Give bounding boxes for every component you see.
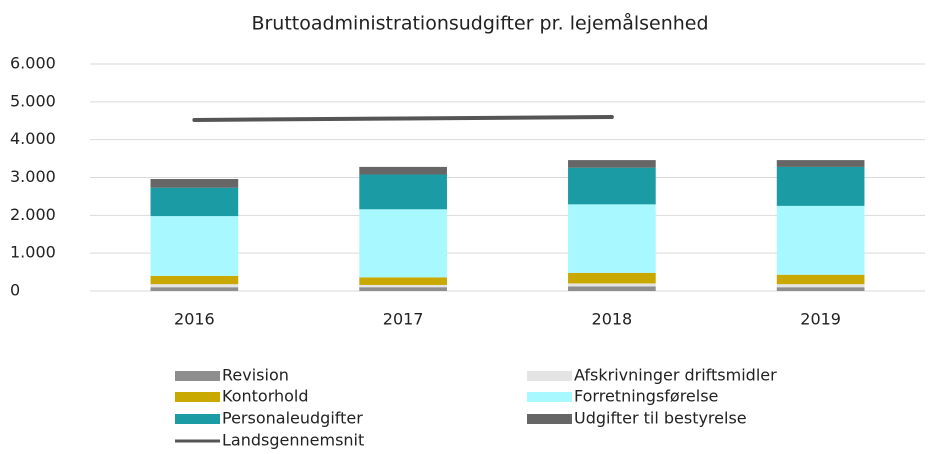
x-tick-label: 2017 [383,310,424,329]
bar-segment [568,204,656,273]
y-tick-label: 2.000 [10,205,56,224]
chart-title: Bruttoadministrationsudgifter pr. lejemå… [251,12,708,35]
legend-label: Landsgennemsnit [222,431,364,450]
legend-swatch [175,414,220,424]
legend-label: Kontorhold [222,387,309,406]
bar-segment [150,179,239,188]
bar-segment [568,167,656,205]
line-series [192,114,614,122]
bar-segment [568,283,656,287]
x-tick-label: 2019 [800,310,841,329]
y-tick-label: 6.000 [10,54,56,73]
bar-segment [568,272,656,284]
legend-label: Personaleudgifter [222,409,363,428]
bar-segment [150,187,239,217]
bar-segment [359,287,447,291]
legend-label: Revision [222,366,289,385]
y-tick-label: 3.000 [10,167,56,186]
bar-segment [776,205,865,275]
legend-swatch [175,371,220,381]
y-tick-label: 4.000 [10,129,56,148]
y-tick-label: 5.000 [10,91,56,110]
x-tick-label: 2016 [174,310,215,329]
legend-label: Forretningsførelse [574,387,718,406]
bar-segment [150,275,239,285]
bar-segment [150,287,239,291]
bar-segment [150,216,239,276]
x-tick-label: 2018 [592,310,633,329]
y-tick-label: 1.000 [10,243,56,262]
bar-segment [776,284,865,288]
bar-segment [568,160,656,168]
bar-segment [776,160,865,167]
legend-swatch [527,371,572,381]
legend-swatch [527,414,572,424]
bar-segment [359,166,447,175]
bar-segment [776,274,865,285]
bar-segment [150,284,239,288]
bar-segment [359,284,447,288]
bar-segment [776,287,865,291]
legend-swatch [527,392,572,402]
bar-segment [568,286,656,291]
bar-segment [359,209,447,278]
bar-segment [359,174,447,210]
y-tick-label: 0 [10,281,20,300]
bar-segment [776,166,865,206]
bar-segment [359,277,447,285]
legend-label: Afskrivninger driftsmidler [574,366,777,385]
legend-label: Udgifter til bestyrelse [574,409,747,428]
legend-swatch [175,392,220,402]
